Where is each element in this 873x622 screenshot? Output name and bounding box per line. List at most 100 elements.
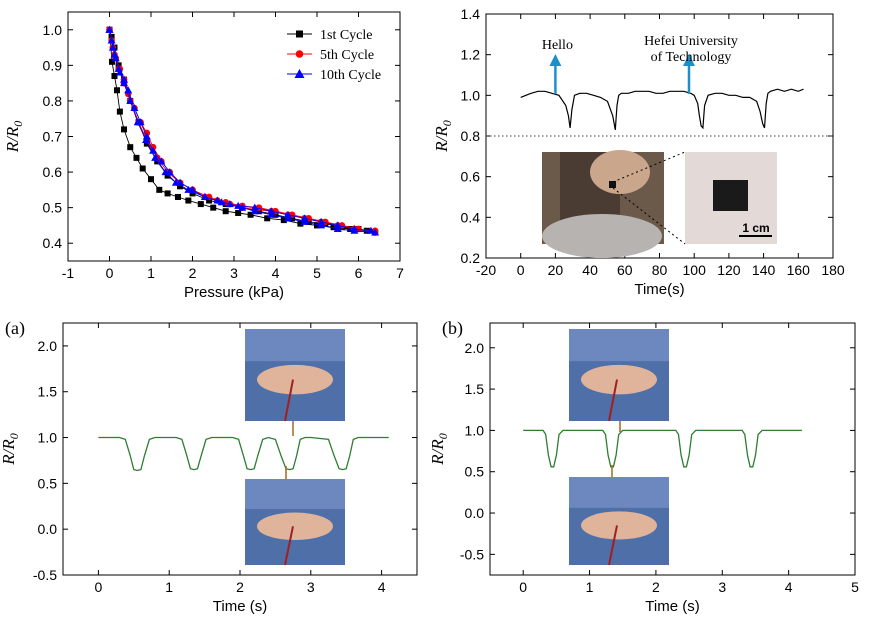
data-point-square xyxy=(116,108,123,115)
data-point-square xyxy=(127,144,134,151)
plot-frame xyxy=(489,322,856,576)
photo-hand xyxy=(581,511,657,540)
data-point-square xyxy=(330,224,337,231)
y-axis-label: R/R0 xyxy=(432,120,454,153)
y-tick-label: 1.0 xyxy=(38,430,58,446)
x-tick-label: 140 xyxy=(752,262,776,278)
data-point-square xyxy=(113,87,120,94)
data-point-triangle xyxy=(133,118,142,126)
data-point-triangle xyxy=(157,157,166,165)
legend: 1st Cycle 5th Cycle 10th Cycle xyxy=(287,28,381,83)
y-axis-label-subscript: 0 xyxy=(7,433,21,439)
data-point-triangle xyxy=(300,214,309,222)
y-tick-label: 0.6 xyxy=(461,169,481,185)
panel-bottom-left: 0 1 2 3 4 -0.5 0.0 0.5 1.0 1.5 2.0 Time (s) R/R0 (a) xyxy=(0,318,418,615)
y-tick-label: 1.0 xyxy=(43,22,63,38)
inset-photo-sensor: 1 cm xyxy=(685,152,777,244)
x-tick-label: 20 xyxy=(548,262,564,278)
photo-sensor xyxy=(609,181,616,188)
data-point-triangle xyxy=(371,228,380,236)
legend-label: 10th Cycle xyxy=(320,68,381,83)
x-tick-label: 1 xyxy=(147,265,155,281)
legend-label: 1st Cycle xyxy=(320,28,373,43)
annotation-text: Hefei University xyxy=(644,34,738,49)
y-tick-label: 0.9 xyxy=(43,57,63,73)
data-point-triangle xyxy=(200,192,209,200)
data-point-square xyxy=(305,218,312,225)
photo-wire xyxy=(608,525,618,566)
y-tick-label: 0.5 xyxy=(465,464,485,480)
x-tick-label: 2 xyxy=(189,265,197,281)
data-point-triangle xyxy=(213,196,222,204)
data-point-triangle xyxy=(120,75,129,83)
arrow-head xyxy=(549,54,562,66)
data-point-triangle xyxy=(250,207,259,215)
photo-highlight xyxy=(569,477,669,508)
photo-hand xyxy=(581,364,657,395)
y-tick-label: 2.0 xyxy=(465,340,485,356)
data-point-square xyxy=(164,172,171,179)
x-tick-label: 180 xyxy=(821,262,845,278)
data-point-square xyxy=(206,197,213,204)
y-tick-label: 1.0 xyxy=(465,422,485,438)
data-point-triangle xyxy=(333,221,342,229)
data-point-triangle xyxy=(317,217,326,225)
x-tick-label: 0 xyxy=(106,265,114,281)
data-point-square xyxy=(108,58,115,65)
data-line xyxy=(523,429,802,468)
y-axis-label-text: R/R0 xyxy=(3,121,25,154)
inset-photo-1 xyxy=(245,479,345,566)
inset-photo-0 xyxy=(245,329,345,422)
data-point-triangle xyxy=(115,68,124,76)
x-axis-label: Time (s) xyxy=(213,598,267,615)
data-point-triangle xyxy=(366,226,375,234)
data-point-square xyxy=(133,154,140,161)
x-tick-label: 3 xyxy=(718,579,726,595)
x-tick-label: 60 xyxy=(617,262,633,278)
y-tick-label: -0.5 xyxy=(33,567,57,583)
data-point-square xyxy=(264,215,271,222)
data-point-square xyxy=(111,73,118,80)
data-point-square xyxy=(247,211,254,218)
y-tick-label: 2.0 xyxy=(38,338,58,354)
x-tick-label: 2 xyxy=(652,579,660,595)
x-axis-label: Time (s) xyxy=(645,598,699,615)
y-axis-label-text: R/R0 xyxy=(428,433,450,466)
data-point-triangle xyxy=(142,132,151,140)
x-tick-label: -20 xyxy=(476,262,496,278)
data-point-triangle xyxy=(184,185,193,193)
x-tick-label: 6 xyxy=(355,265,363,281)
data-point-square xyxy=(139,165,146,172)
x-axis-label: Pressure (kPa) xyxy=(184,284,284,301)
y-tick-label: 1.2 xyxy=(461,47,481,63)
data-point-square xyxy=(148,176,154,183)
data-point-triangle xyxy=(114,64,123,72)
photo-neck xyxy=(590,150,650,194)
y-axis-label: R/R0 xyxy=(428,433,450,466)
data-point-triangle xyxy=(317,221,326,229)
data-point-triangle xyxy=(283,210,292,218)
x-tick-label: -1 xyxy=(62,265,75,281)
data-point-triangle xyxy=(110,50,119,58)
y-tick-label: 1.5 xyxy=(38,384,58,400)
legend-marker-circle xyxy=(295,50,304,58)
data-point-square xyxy=(347,225,354,232)
photo-highlight xyxy=(569,329,669,362)
inset-connector xyxy=(612,151,686,183)
x-tick-label: 120 xyxy=(717,262,741,278)
y-tick-label: 0.5 xyxy=(43,200,63,216)
panel-top-left: -1 0 1 2 3 4 5 6 7 0.4 0.5 0.6 0.7 0.8 0.9 1.0 Pressure … xyxy=(3,11,404,301)
x-tick-label: 5 xyxy=(851,579,859,595)
y-axis-label-subscript: 0 xyxy=(436,433,450,439)
y-tick-label: 1.0 xyxy=(461,87,481,103)
inset-photo-neck xyxy=(542,150,664,258)
data-point-triangle xyxy=(267,207,276,215)
data-point-square xyxy=(154,158,161,165)
y-tick-label: 0.0 xyxy=(38,521,58,537)
inset-photo-0 xyxy=(569,329,669,422)
x-tick-label: 0 xyxy=(517,262,525,278)
panel-bottom-right: 0 1 2 3 4 5 -0.5 0.0 0.5 1.0 1.5 2.0 Time (s) R/R0 (b) xyxy=(428,318,859,615)
y-tick-label: 0.5 xyxy=(38,475,58,491)
data-point-triangle xyxy=(300,217,309,225)
photo-wire xyxy=(284,379,294,422)
